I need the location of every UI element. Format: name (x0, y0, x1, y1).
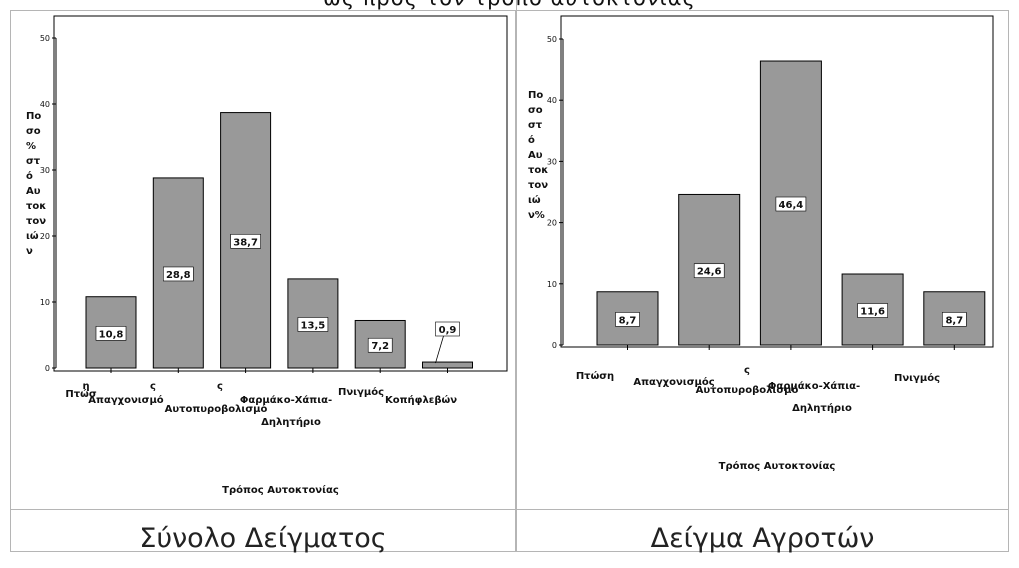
y-tick-label: 0 (552, 341, 557, 350)
category-label: Κοπήφλεβών (385, 394, 457, 406)
category-label: Φαρμάκο-Χάπια- (768, 380, 860, 392)
y-axis-label-fragment: στ (528, 120, 543, 131)
data-label: 7,2 (371, 341, 389, 352)
bar (422, 361, 473, 369)
data-label-box (163, 266, 194, 282)
data-label-box (367, 337, 393, 353)
data-label-box (693, 263, 725, 279)
y-tick-label: 10 (547, 280, 557, 289)
y-axis-label-fragment: τον (26, 216, 46, 227)
y-tick-label: 40 (40, 100, 50, 109)
y-axis-label-fragment: στ (26, 156, 41, 167)
y-tick-label: 30 (547, 157, 557, 166)
data-label: 28,8 (166, 270, 191, 281)
data-label-box (941, 312, 967, 327)
data-label-leader (435, 335, 444, 364)
data-label: 8,7 (945, 315, 963, 326)
y-axis-label-fragment: ιώ (528, 194, 541, 206)
y-tick-label: 30 (40, 166, 50, 175)
category-label: Πνιγμός (338, 386, 384, 398)
data-label-box (297, 317, 329, 332)
category-label: Φαρμάκο-Χάπια- (240, 394, 332, 406)
category-label: ς (150, 381, 156, 392)
caption-farmer-sample: Δείγμα Αγροτών (516, 510, 1009, 554)
data-label: 10,8 (99, 329, 124, 340)
y-axis-label-fragment: ν (26, 246, 33, 257)
data-label: 11,6 (860, 307, 885, 318)
category-label: ς (744, 365, 750, 376)
data-label-box (615, 312, 640, 327)
y-axis-label-fragment: σο (528, 105, 543, 116)
data-label: 0,9 (439, 325, 457, 336)
y-tick-label: 50 (547, 35, 557, 44)
data-label: 46,4 (779, 200, 804, 211)
x-axis-label: Τρόπος Αυτοκτονίας (222, 484, 339, 496)
data-label: 24,6 (697, 267, 722, 278)
chart-panel-farmers: 0 10 20 30 40 50 Πο σο στ ό Αυ τοκ τον ιώ ν% 8,7 Πτώση 24… (516, 10, 1009, 510)
category-label: Απαγχονισμό (88, 394, 164, 406)
y-tick-label: 50 (40, 34, 50, 43)
page-title: ως προς τον τρόπο αυτοκτονίας (0, 0, 1019, 10)
data-label-box (95, 326, 127, 341)
category-label: ς (217, 381, 223, 392)
y-axis-label-fragment: ιώ (26, 230, 39, 242)
y-tick-label: 10 (40, 298, 50, 307)
data-label-box (435, 321, 460, 337)
y-axis-label-fragment: % (26, 141, 36, 152)
category-label: Αυτοπυροβολισμό (696, 384, 799, 396)
data-label: 8,7 (619, 315, 637, 326)
y-axis-label-fragment: ό (26, 170, 33, 182)
category-label: Πτώσ (65, 388, 96, 400)
y-axis-label-fragment: σο (26, 126, 41, 137)
data-label-box (857, 303, 888, 318)
data-label: 13,5 (301, 320, 326, 331)
category-label: Πτώση (576, 370, 614, 382)
divider (516, 0, 517, 10)
y-axis-label-fragment: τον (528, 180, 548, 191)
y-axis-label-fragment: Πο (528, 90, 543, 101)
category-label: Πνιγμός (894, 372, 940, 384)
data-label-box (230, 233, 261, 249)
chart-panel-total: 0 10 20 30 40 50 Πο σο% στ ό Αυ τοκ τον ιώ ν 10,8 η Πτώσ 2… (10, 10, 516, 510)
y-tick-label: 0 (45, 364, 50, 373)
category-label: Απαγχονισμός (633, 376, 714, 388)
category-label: Δηλητήριο (792, 402, 852, 414)
y-axis-label-fragment: Αυ (528, 150, 543, 161)
y-tick-label: 20 (547, 219, 557, 228)
data-label: 38,7 (233, 237, 258, 248)
bar-chart-farmers-sample: 0 10 20 30 40 50 Πο σο στ ό Αυ τοκ τον ιώ ν% 8,7 Πτώση 24… (528, 15, 994, 472)
x-axis-label: Τρόπος Αυτοκτονίας (719, 460, 836, 472)
y-axis-label-fragment: τοκ (528, 165, 548, 176)
y-axis-label-fragment: ό (528, 134, 535, 146)
y-axis-label-fragment: Αυ (26, 186, 41, 197)
y-axis-label-fragment: ν% (528, 210, 545, 221)
caption-total-sample: Σύνολο Δείγματος (10, 510, 516, 554)
category-label: Αυτοπυροβολισμό (165, 403, 268, 415)
y-axis-label-fragment: Πο (26, 111, 41, 122)
y-tick-label: 20 (40, 232, 50, 241)
y-tick-label: 40 (547, 96, 557, 105)
data-label-box (775, 196, 807, 212)
category-label: Δηλητήριο (261, 416, 321, 428)
category-label: η (82, 381, 89, 392)
y-axis-label-fragment: τοκ (26, 201, 46, 212)
